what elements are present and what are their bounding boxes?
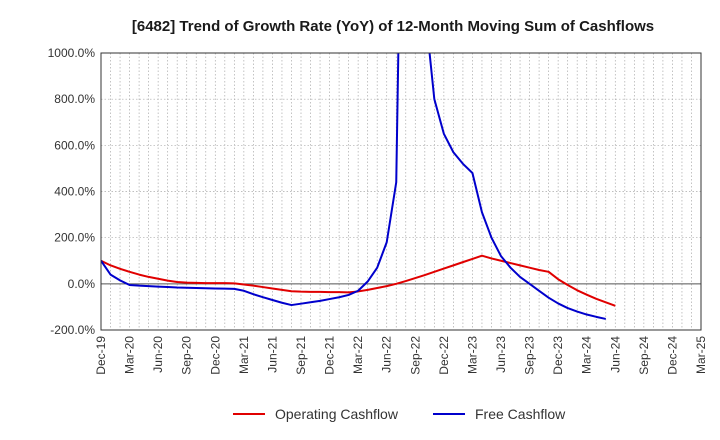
legend-label-operating: Operating Cashflow: [275, 406, 399, 422]
x-tick-label: Dec-22: [437, 336, 451, 375]
x-tick-label: Sep-20: [180, 336, 194, 375]
x-axis: Dec-19 Mar-20 Jun-20 Sep-20 Dec-20 Mar-21 Jun-…: [94, 336, 708, 375]
x-tick-label: Mar-22: [351, 336, 365, 374]
x-tick-label: Mar-25: [694, 336, 708, 374]
x-tick-label: Dec-20: [208, 336, 222, 375]
series-layer: [101, 53, 616, 320]
x-tick-label: Jun-22: [380, 336, 394, 373]
y-axis: 1000.0% 800.0% 600.0% 400.0% 200.0% 0.0% -200.…: [48, 46, 96, 337]
plot-frame: [100, 52, 702, 331]
x-tick-label: Mar-24: [580, 336, 594, 374]
x-tick-label: Jun-20: [151, 336, 165, 373]
grid: [101, 53, 701, 330]
y-tick-label: 200.0%: [54, 231, 95, 245]
x-tick-label: Mar-23: [465, 336, 479, 374]
x-tick-label: Jun-21: [265, 336, 279, 373]
x-tick-label: Sep-22: [408, 336, 422, 375]
y-tick-label: 800.0%: [54, 92, 95, 106]
chart-title: [6482] Trend of Growth Rate (YoY) of 12-…: [132, 18, 654, 35]
x-tick-label: Dec-19: [94, 336, 108, 375]
x-tick-label: Jun-23: [494, 336, 508, 373]
x-tick-label: Dec-21: [323, 336, 337, 375]
y-tick-label: 0.0%: [68, 277, 96, 291]
y-tick-label: 400.0%: [54, 185, 95, 199]
series-line-free-cashflow: [101, 53, 606, 320]
x-tick-label: Sep-24: [637, 336, 651, 375]
x-tick-label: Dec-24: [665, 336, 679, 375]
x-tick-label: Dec-23: [551, 336, 565, 375]
x-tick-label: Sep-23: [523, 336, 537, 375]
y-tick-label: 600.0%: [54, 138, 95, 152]
x-tick-label: Jun-24: [608, 336, 622, 373]
y-tick-label: -200.0%: [50, 323, 95, 337]
legend-label-free: Free Cashflow: [475, 406, 566, 422]
legend: Operating Cashflow Free Cashflow: [233, 406, 566, 422]
x-tick-label: Sep-21: [294, 336, 308, 375]
y-tick-label: 1000.0%: [48, 46, 96, 60]
x-tick-label: Mar-20: [123, 336, 137, 374]
x-tick-label: Mar-21: [237, 336, 251, 374]
